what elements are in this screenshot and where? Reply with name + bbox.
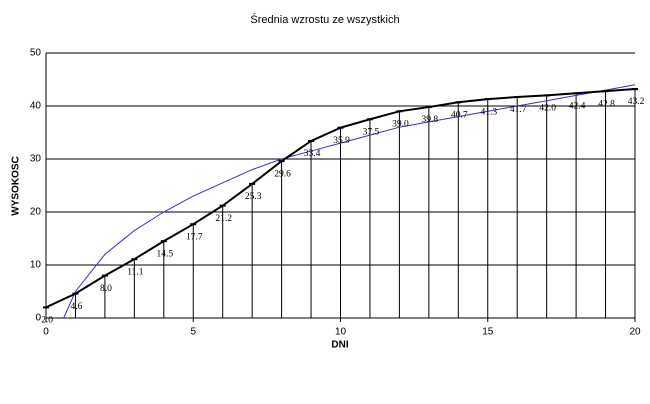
data-label: 29.6: [274, 169, 291, 179]
y-axis-label: WYSOKOSC: [11, 156, 22, 215]
data-label: 37.5: [363, 127, 380, 137]
data-label: 4.6: [71, 302, 83, 312]
y-tick-label: 30: [30, 154, 42, 165]
x-axis-label: DNI: [331, 340, 348, 351]
data-label: 8.0: [100, 284, 112, 294]
data-label: 17.7: [186, 232, 203, 242]
data-label: 2.0: [41, 316, 53, 326]
y-tick-label: 20: [30, 207, 42, 218]
chart-title: Średnia wzrostu ze wszystkich: [250, 13, 399, 26]
data-label: 11.1: [127, 267, 144, 277]
data-label: 40.7: [451, 110, 468, 120]
data-label: 39.8: [422, 115, 439, 125]
data-label: 42.4: [569, 101, 586, 111]
data-label: 25.3: [245, 192, 262, 202]
x-tick-label: 20: [629, 327, 641, 338]
data-label: 14.5: [156, 249, 173, 259]
data-label: 39.0: [392, 119, 409, 129]
x-tick-label: 15: [482, 327, 494, 338]
y-tick-label: 50: [30, 48, 42, 59]
data-label: 42.8: [598, 99, 615, 109]
data-label: 21.2: [215, 214, 232, 224]
x-tick-label: 5: [190, 327, 196, 338]
data-label: 35.9: [333, 136, 350, 146]
data-label: 42.0: [539, 104, 556, 114]
y-tick-label: 40: [30, 101, 42, 112]
x-tick-label: 0: [43, 327, 49, 338]
data-label: 41.7: [510, 105, 527, 115]
data-label: 33.4: [304, 149, 321, 159]
data-label: 41.3: [480, 107, 497, 117]
y-tick-label: 0: [35, 313, 41, 324]
trendline: [63, 84, 636, 319]
data-label: 43.2: [628, 97, 645, 107]
y-tick-label: 10: [30, 260, 42, 271]
x-tick-label: 10: [335, 327, 347, 338]
